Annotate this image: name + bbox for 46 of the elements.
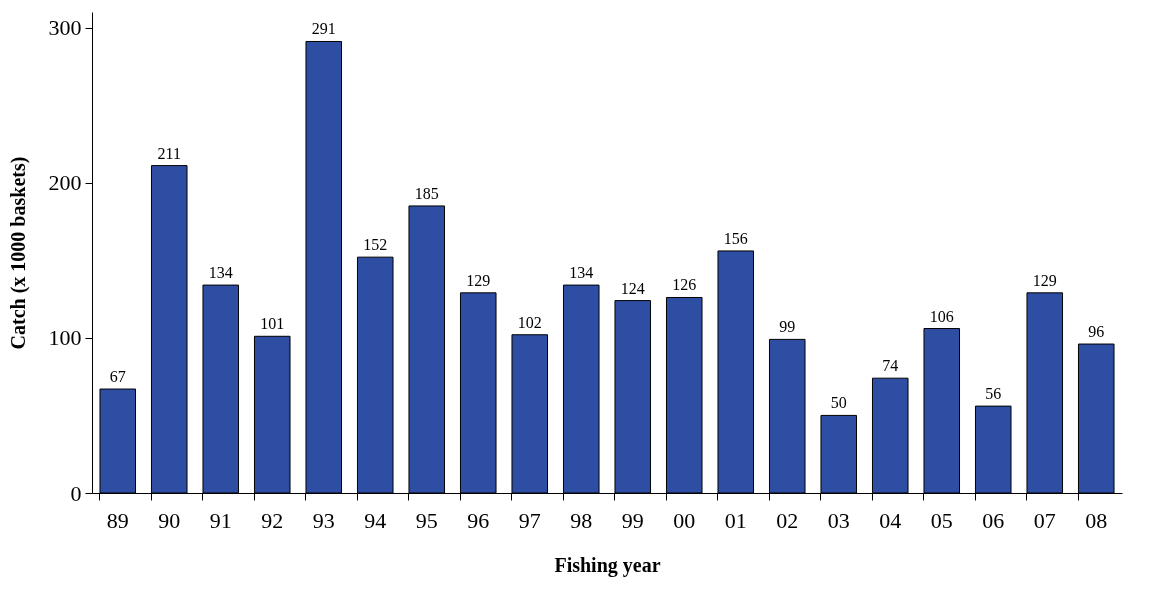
data-label: 211 <box>157 144 181 162</box>
data-label: 50 <box>830 394 847 412</box>
x-tick-label: 05 <box>930 507 953 533</box>
x-tick-label: 99 <box>621 507 644 533</box>
x-tick-label: 06 <box>982 507 1005 533</box>
data-label: 56 <box>985 385 1002 403</box>
data-label: 134 <box>208 264 233 282</box>
data-label: 99 <box>779 318 796 336</box>
x-tick-label: 03 <box>827 507 850 533</box>
data-label: 129 <box>466 271 491 289</box>
y-tick-label: 0 <box>70 480 82 506</box>
data-label: 152 <box>363 236 388 254</box>
data-label: 126 <box>672 276 697 294</box>
x-tick-label: 90 <box>158 507 181 533</box>
x-tick-label: 95 <box>415 507 438 533</box>
x-tick-label: 92 <box>261 507 284 533</box>
y-tick-label: 100 <box>48 325 82 351</box>
x-tick-label: 97 <box>518 507 541 533</box>
y-axis-title: Catch (x 1000 baskets) <box>6 156 30 350</box>
data-label: 96 <box>1088 323 1105 341</box>
x-tick-label: 02 <box>776 507 799 533</box>
x-tick-label: 98 <box>570 507 593 533</box>
data-label: 134 <box>569 264 594 282</box>
x-tick-label: 93 <box>312 507 335 533</box>
x-tick-label: 00 <box>673 507 696 533</box>
data-label: 185 <box>414 184 439 202</box>
data-label: 124 <box>620 279 645 297</box>
x-tick-label: 96 <box>467 507 490 533</box>
data-label: 67 <box>109 368 126 386</box>
data-label: 156 <box>723 229 748 247</box>
x-tick-label: 07 <box>1033 507 1056 533</box>
data-label: 129 <box>1032 271 1057 289</box>
data-label: 291 <box>311 20 336 38</box>
data-label: 74 <box>882 357 899 375</box>
x-tick-label: 91 <box>209 507 232 533</box>
data-label: 106 <box>929 307 954 325</box>
data-label: 102 <box>517 313 542 331</box>
x-tick-label: 01 <box>724 507 747 533</box>
y-tick-label: 300 <box>48 15 82 41</box>
x-tick-label: 94 <box>364 507 387 533</box>
x-tick-label: 08 <box>1085 507 1108 533</box>
data-label: 101 <box>260 315 285 333</box>
x-tick-label: 04 <box>879 507 902 533</box>
x-axis-title: Fishing year <box>554 553 661 577</box>
x-tick-label: 89 <box>106 507 129 533</box>
y-tick-label: 200 <box>48 170 82 196</box>
